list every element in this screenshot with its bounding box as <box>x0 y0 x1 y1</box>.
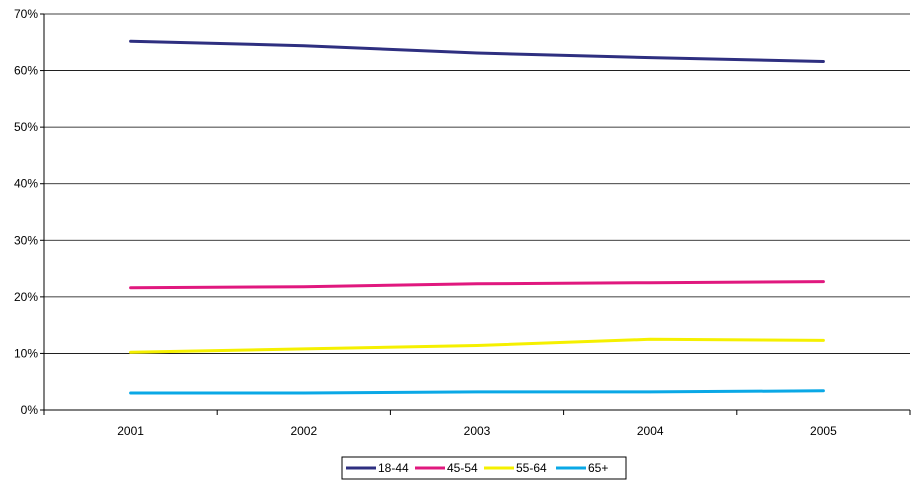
data-point <box>649 56 652 59</box>
data-point <box>302 347 305 351</box>
data-point <box>302 285 305 288</box>
y-tick-label: 60% <box>14 64 38 78</box>
data-point <box>822 339 825 342</box>
legend-label: 45-54 <box>447 461 478 475</box>
y-tick-label: 0% <box>21 403 39 417</box>
y-tick-label: 70% <box>14 7 38 21</box>
data-point <box>129 391 132 395</box>
series-line-18-44 <box>129 39 825 63</box>
y-axis-ticks: 0% 10% 20% 30% 40% 50% 60% 70% <box>14 7 44 417</box>
legend-label: 65+ <box>588 461 608 475</box>
data-point <box>822 280 825 283</box>
legend-label: 18-44 <box>378 461 409 475</box>
data-point <box>302 391 305 395</box>
data-point <box>129 351 132 354</box>
y-tick-label: 10% <box>14 346 38 360</box>
data-point <box>129 39 132 43</box>
data-point <box>649 281 652 284</box>
y-tick-label: 30% <box>14 233 38 247</box>
axes <box>43 14 910 411</box>
gridlines <box>44 13 910 354</box>
data-point <box>822 60 825 63</box>
legend: 18-44 45-54 55-64 65+ <box>341 456 627 480</box>
data-point <box>475 344 479 347</box>
x-tick-label: 2003 <box>464 424 491 438</box>
legend-label: 55-64 <box>516 461 547 475</box>
x-tick-label: 2002 <box>290 424 317 438</box>
y-tick-label: 40% <box>14 177 38 191</box>
data-point <box>302 44 305 47</box>
series-layer <box>129 39 825 395</box>
x-tick-label: 2004 <box>637 424 664 438</box>
data-point <box>649 390 652 394</box>
data-point <box>475 282 479 286</box>
data-point <box>129 286 132 290</box>
data-point <box>475 390 479 394</box>
x-tick-label: 2005 <box>810 424 837 438</box>
data-point <box>475 51 479 55</box>
x-axis-ticks: 2001 2002 2003 2004 2005 <box>43 410 911 438</box>
data-point <box>649 338 652 341</box>
y-tick-label: 50% <box>14 120 38 134</box>
data-point <box>822 389 825 392</box>
y-tick-label: 20% <box>14 290 38 304</box>
x-tick-label: 2001 <box>117 424 144 438</box>
